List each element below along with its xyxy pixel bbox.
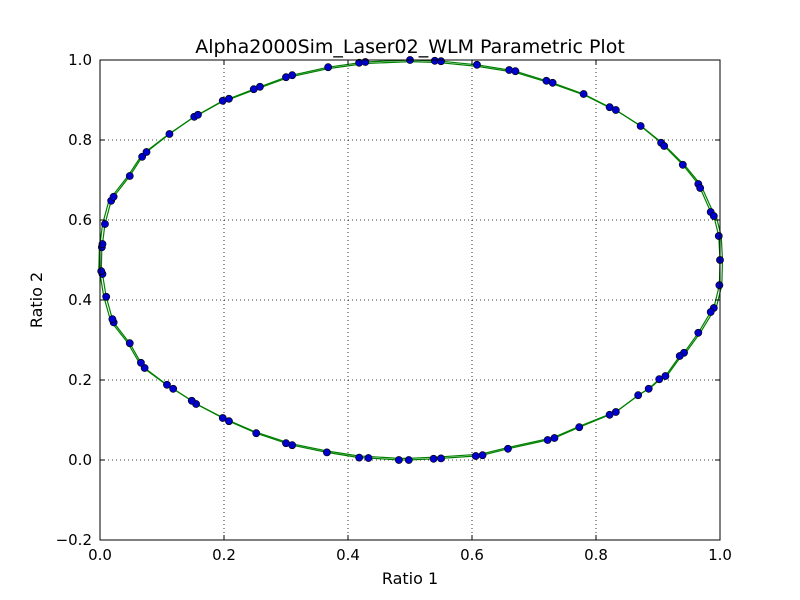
data-point: [218, 414, 227, 422]
data-point: [471, 452, 480, 460]
data-point: [163, 380, 171, 389]
data-point: [661, 372, 670, 380]
y-tick-label: −0.2: [56, 531, 92, 549]
data-point: [102, 292, 111, 301]
data-point: [323, 448, 331, 457]
data-point: [575, 423, 584, 432]
x-tick-label: 0.6: [460, 546, 484, 564]
data-point: [225, 94, 233, 103]
data-point: [256, 82, 264, 91]
data-point: [324, 63, 333, 72]
data-point: [634, 391, 643, 400]
y-tick-label: 0.4: [68, 291, 92, 309]
x-tick-label: 1.0: [708, 546, 732, 564]
data-point: [543, 436, 552, 444]
data-point: [169, 384, 178, 393]
data-point: [125, 172, 134, 180]
data-point: [97, 267, 106, 276]
data-point: [437, 454, 445, 463]
y-tick-label: 0.6: [68, 211, 92, 229]
y-tick-label: 0.0: [68, 451, 92, 469]
data-point: [355, 453, 364, 462]
data-point: [715, 281, 724, 290]
data-point: [694, 328, 703, 337]
data-point: [478, 451, 487, 460]
data-point: [429, 454, 438, 463]
data-point: [714, 232, 723, 240]
data-point: [660, 142, 669, 150]
x-tick-label: 0.0: [88, 546, 112, 564]
x-tick-label: 0.8: [584, 546, 608, 564]
data-point: [655, 375, 664, 384]
data-point: [473, 60, 481, 69]
data-point: [437, 57, 445, 66]
data-point: [675, 352, 684, 360]
data-point: [709, 212, 718, 220]
data-point: [504, 444, 512, 453]
y-tick-label: 0.8: [68, 131, 92, 149]
data-point: [109, 192, 118, 201]
data-point: [579, 90, 588, 98]
data-point: [678, 160, 687, 169]
data-point: [140, 364, 149, 372]
data-point: [404, 456, 413, 464]
data-point: [361, 58, 370, 66]
data-point: [282, 439, 290, 448]
data-point: [636, 122, 645, 130]
x-tick-label: 0.4: [336, 546, 360, 564]
data-point: [108, 315, 117, 324]
data-point: [288, 71, 297, 80]
data-point: [98, 240, 107, 248]
data-points-layer: [97, 56, 724, 464]
ticks-layer: 0.0 0.2 0.4 0.6 0.8 1.0−0.20.00.20.40.60.81.0: [56, 51, 732, 564]
data-point: [137, 358, 145, 367]
data-point: [165, 130, 174, 138]
data-point: [364, 454, 373, 462]
fit-line-2: [98, 60, 724, 459]
data-point: [225, 417, 233, 426]
data-point: [550, 434, 559, 442]
data-point: [511, 67, 520, 76]
data-point: [696, 184, 705, 192]
data-point: [611, 106, 620, 114]
data-point: [548, 78, 557, 87]
y-axis-label: Ratio 2: [27, 272, 46, 328]
y-tick-label: 0.2: [68, 371, 92, 389]
x-axis-label: Ratio 1: [382, 569, 438, 588]
y-tick-label: 1.0: [68, 51, 92, 69]
data-point: [101, 220, 109, 228]
data-point: [125, 339, 134, 348]
data-point: [706, 308, 715, 316]
data-point: [252, 429, 261, 438]
chart-title: Alpha2000Sim_Laser02_WLM Parametric Plot: [195, 36, 625, 58]
data-point: [394, 456, 403, 464]
x-tick-label: 0.2: [212, 546, 236, 564]
data-point: [138, 152, 147, 161]
data-point: [187, 396, 196, 405]
data-point: [644, 384, 653, 393]
data-point: [605, 410, 614, 419]
data-point: [194, 110, 202, 119]
data-point: [142, 148, 151, 156]
